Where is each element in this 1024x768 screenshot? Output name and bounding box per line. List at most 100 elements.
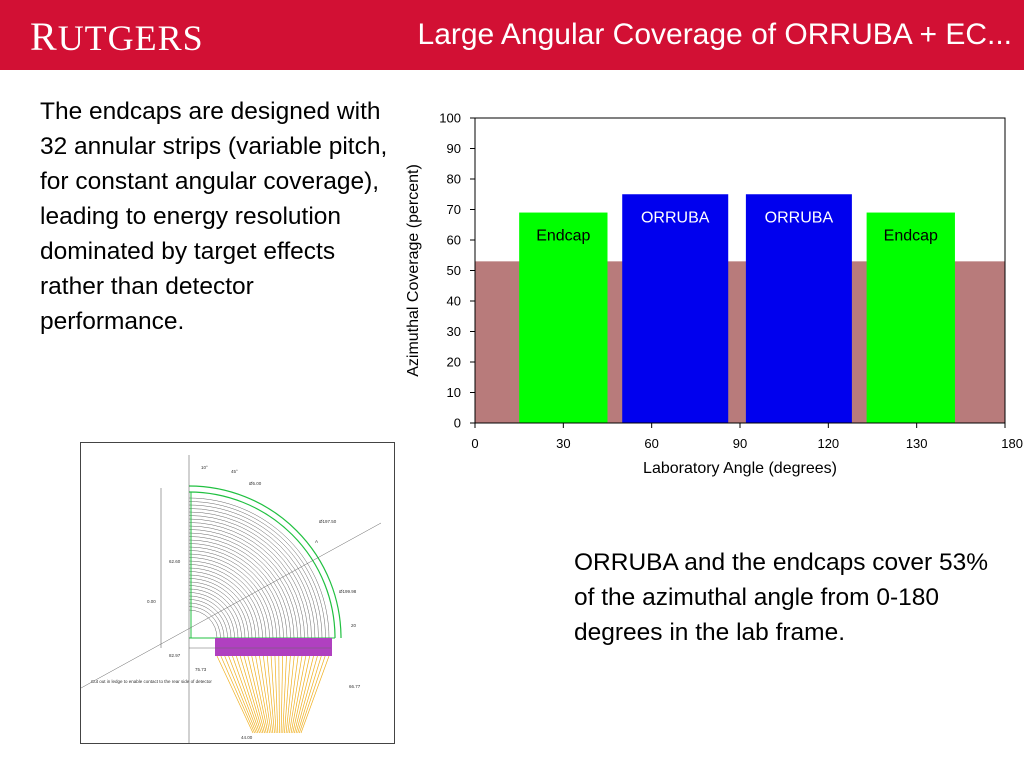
y-tick-label: 100: [439, 111, 461, 126]
trace-line: [280, 655, 284, 734]
annular-strip-arc: [188, 585, 242, 639]
annular-strip-arc: [188, 581, 246, 639]
trace-line: [278, 655, 280, 734]
trace-line: [235, 655, 262, 734]
trace-line: [297, 655, 322, 734]
trace-line: [216, 655, 254, 734]
y-tick-label: 50: [447, 263, 461, 278]
drawing-dim-label: Ø5.00: [249, 481, 262, 486]
x-axis-label: Laboratory Angle (degrees): [643, 460, 837, 477]
trace-line: [290, 655, 307, 734]
y-tick-label: 60: [447, 233, 461, 248]
trace-line: [270, 655, 277, 734]
annular-strip-arc: [188, 497, 330, 639]
annular-strip-arc: [188, 571, 256, 639]
trace-line: [299, 655, 326, 734]
x-tick-label: 90: [733, 436, 747, 451]
trace-line: [259, 655, 272, 734]
annular-strip-arc: [188, 553, 274, 639]
trace-line: [239, 655, 264, 734]
annular-strip-arcs: [188, 485, 342, 639]
drawing-dim-label: 0.00: [147, 599, 156, 604]
annular-strip-arc: [188, 501, 326, 639]
y-tick-label: 10: [447, 385, 461, 400]
slide-title: Large Angular Coverage of ORRUBA + EC...: [417, 18, 1012, 51]
y-tick-label: 40: [447, 294, 461, 309]
endcap-technical-drawing: 10° 45° Ø5.00 Ø197.50 Ø199.98 0.00 62.60…: [80, 442, 395, 744]
trace-line: [228, 655, 259, 734]
x-tick-label: 130: [906, 436, 928, 451]
drawing-dim-label: 10°: [201, 465, 208, 470]
annular-strip-arc: [188, 543, 284, 639]
y-tick-label: 70: [447, 202, 461, 217]
trace-line: [287, 655, 299, 734]
drawing-dim-label: Ø197.50: [319, 519, 337, 524]
x-tick-label: 60: [644, 436, 658, 451]
trace-line: [220, 655, 255, 734]
trace-line: [289, 655, 303, 734]
trace-line: [266, 655, 275, 734]
trace-line: [300, 655, 330, 734]
drawing-dim-label: 44.00: [241, 735, 253, 740]
annular-strip-arc: [188, 522, 305, 639]
bar-label: Endcap: [536, 228, 590, 245]
drawing-dim-label: 75.73: [195, 667, 207, 672]
trace-lines: [216, 655, 330, 734]
endcap-drawing-svg: 10° 45° Ø5.00 Ø197.50 Ø199.98 0.00 62.60…: [80, 455, 382, 743]
y-tick-label: 20: [447, 355, 461, 370]
trace-line: [295, 655, 318, 734]
drawing-dim-label: 62.60: [169, 559, 181, 564]
annular-strip-arc: [188, 599, 228, 639]
drawing-dim-label: A: [315, 539, 318, 544]
annular-strip-arc: [188, 557, 270, 639]
annular-strip-arc: [188, 578, 249, 639]
trace-line: [255, 655, 270, 734]
connector-strip: [215, 638, 332, 656]
trace-line: [224, 655, 257, 734]
drawing-dim-label: 20: [351, 623, 357, 628]
annular-strip-arc: [188, 609, 218, 639]
coverage-summary-text: ORRUBA and the endcaps cover 53% of the …: [574, 549, 989, 646]
y-tick-label: 80: [447, 172, 461, 187]
drawing-dim-label: 45°: [231, 469, 238, 474]
annular-strip-arc: [188, 532, 295, 639]
y-tick-label: 90: [447, 141, 461, 156]
y-tick-label: 30: [447, 324, 461, 339]
trace-line: [262, 655, 274, 734]
x-tick-label: 120: [817, 436, 839, 451]
annular-strip-arc: [188, 560, 267, 639]
annular-strip-arc: [188, 564, 263, 639]
drawing-note: Cut out in ledge to enable contact to th…: [91, 679, 212, 684]
annular-strip-arc: [188, 525, 302, 639]
bar-label: Endcap: [884, 228, 938, 245]
annular-strip-arc: [188, 595, 232, 639]
annular-strip-arc: [188, 511, 316, 639]
annular-strip-arc: [188, 529, 298, 639]
trace-line: [243, 655, 265, 734]
x-tick-label: 180: [1001, 436, 1023, 451]
rutgers-logo: RUTGERS: [30, 14, 204, 59]
header-bar: RUTGERS Large Angular Coverage of ORRUBA…: [0, 0, 1024, 70]
y-tick-label: 0: [454, 416, 461, 431]
annular-strip-arc: [188, 588, 239, 639]
annular-strip-arc: [188, 550, 277, 639]
annular-strip-arc: [188, 515, 312, 639]
x-tick-label: 30: [556, 436, 570, 451]
trace-line: [251, 655, 269, 734]
annular-strip-arc: [188, 606, 221, 639]
annular-strip-arc: [188, 536, 291, 639]
bar-label: ORRUBA: [765, 209, 834, 226]
trace-line: [285, 655, 295, 734]
annular-strip-arc: [188, 508, 319, 639]
coverage-bar-chart: Endcap ORRUBA ORRUBA Endcap 0 10 20 30 40 50 60 70 8…: [405, 111, 1023, 478]
trace-line: [284, 655, 291, 734]
trace-line: [274, 655, 279, 734]
bar-orruba-1: [622, 194, 729, 423]
bar-endcap-0: [519, 212, 608, 423]
trace-line: [282, 655, 287, 734]
bar-orruba-2: [745, 194, 852, 423]
endcap-description-text: The endcaps are designed with 32 annular…: [40, 98, 388, 335]
trace-line: [292, 655, 311, 734]
trace-line: [232, 655, 260, 734]
outer-frame-arc: [188, 485, 342, 639]
